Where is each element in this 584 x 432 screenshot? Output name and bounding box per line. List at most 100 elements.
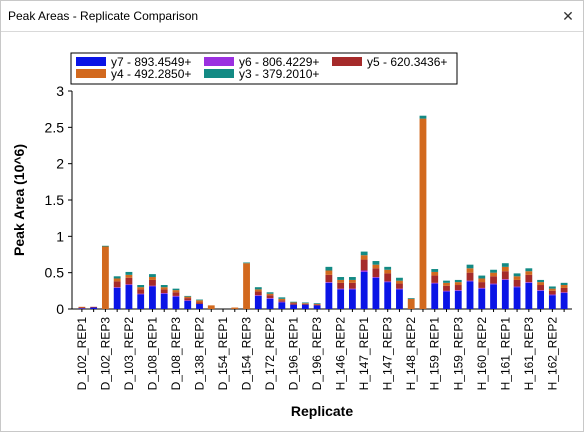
bar-y6 <box>490 283 497 285</box>
x-category-label: H_162_REP2 <box>545 317 559 391</box>
bar-y7 <box>160 293 168 309</box>
legend-box <box>70 52 458 85</box>
x-category-label: D_138_REP2 <box>193 317 207 391</box>
bar-y6 <box>348 288 356 290</box>
legend-label-y7: y7 - 893.4549+ <box>111 55 191 69</box>
bar-y7 <box>337 289 345 309</box>
bar-y4 <box>513 276 521 280</box>
bar-y4 <box>419 118 427 309</box>
legend-label-y6: y6 - 806.4229+ <box>239 55 319 69</box>
bar-y5 <box>325 274 333 283</box>
bar-y5 <box>290 303 298 305</box>
bar-y3 <box>419 115 427 119</box>
bar-y7 <box>301 304 309 309</box>
bar-y3 <box>478 275 486 279</box>
legend: y7 - 893.4549+ y6 - 806.4229+ y5 - 620.343… <box>70 52 458 85</box>
bar-y7 <box>184 301 192 309</box>
bar-y3 <box>560 282 568 286</box>
bar-y5 <box>454 285 462 291</box>
bar-y5 <box>301 303 309 305</box>
bar-y5 <box>313 304 321 306</box>
bar-y3 <box>548 286 556 289</box>
bar-y7 <box>372 277 380 309</box>
bar-y4 <box>231 307 239 309</box>
bar-y3 <box>325 266 333 271</box>
bar-y6 <box>384 281 392 283</box>
bar-y6 <box>113 287 121 288</box>
bar-y7 <box>443 291 450 309</box>
bar-y5 <box>149 279 156 286</box>
bar-y7 <box>90 307 98 309</box>
bar-y4 <box>337 279 345 283</box>
bar-y3 <box>243 262 250 264</box>
bar-y7 <box>325 282 333 309</box>
bar-y5 <box>90 306 98 308</box>
bar-y3 <box>184 295 192 297</box>
bar-y4 <box>348 279 356 283</box>
bar-y5 <box>372 268 380 278</box>
bar-y5 <box>348 282 356 289</box>
title-bar[interactable]: Peak Areas - Replicate Comparison ✕ <box>1 1 583 32</box>
bar-y5 <box>384 273 392 282</box>
bar-y5 <box>172 292 180 296</box>
bar-y3 <box>301 302 309 304</box>
bar-y4 <box>360 255 368 260</box>
x-category-label: H_148_REP2 <box>404 317 418 391</box>
bar-y7 <box>560 293 568 309</box>
bar-y4 <box>407 298 415 309</box>
bar-y3 <box>125 271 133 275</box>
bar-y4 <box>172 290 180 293</box>
bar-y3 <box>290 301 298 303</box>
bar-y5 <box>537 285 545 291</box>
y-tick-label: 2 <box>56 156 64 172</box>
bar-y5 <box>196 302 203 304</box>
x-category-label: D_108_REP1 <box>145 317 159 391</box>
bar-y6 <box>431 282 439 284</box>
x-category-label: H_160_REP2 <box>475 317 489 391</box>
bar-y5 <box>337 282 345 289</box>
x-category-label: D_154_REP3 <box>240 317 254 391</box>
x-category-label: H_161_REP1 <box>498 317 512 391</box>
bar-y3 <box>537 279 545 283</box>
bar-y4 <box>454 282 462 286</box>
bar-y3 <box>443 280 450 283</box>
bar-y6 <box>396 288 403 290</box>
y-tick-label: 1 <box>56 228 64 244</box>
bar-y6 <box>443 290 450 292</box>
bar-y7 <box>278 302 286 309</box>
bar-y3 <box>396 277 403 281</box>
bar-y4 <box>290 302 298 304</box>
bar-y4 <box>372 264 380 269</box>
y-tick-label: 1.5 <box>45 192 65 208</box>
bar-y6 <box>278 301 286 303</box>
x-category-label: H_161_REP3 <box>522 317 536 391</box>
bar-y5 <box>478 282 486 288</box>
bar-y5 <box>78 307 86 309</box>
bar-y3 <box>149 274 156 278</box>
bar-y6 <box>513 286 521 288</box>
bar-y6 <box>325 282 333 283</box>
bar-y6 <box>466 280 474 282</box>
bar-y6 <box>184 300 192 302</box>
bar-y6 <box>525 282 533 283</box>
x-category-label: H_159_REP3 <box>451 317 465 391</box>
bar-y3 <box>337 277 345 280</box>
bar-y4 <box>431 271 439 276</box>
bar-y7 <box>396 289 403 309</box>
bar-y3 <box>266 292 274 294</box>
bar-y3 <box>360 251 368 256</box>
bar-y4 <box>560 285 568 288</box>
y-tick-label: 3 <box>56 83 64 99</box>
x-category-label: D_102_REP1 <box>75 317 89 391</box>
bar-y4 <box>384 269 392 274</box>
bar-y3 <box>384 266 392 270</box>
close-button[interactable]: ✕ <box>553 1 583 31</box>
bar-y4 <box>301 303 309 304</box>
x-category-label: D_196_REP3 <box>310 317 324 391</box>
legend-swatch-y5 <box>332 57 362 66</box>
bar-y5 <box>466 272 474 281</box>
x-category-label: H_159_REP1 <box>428 317 442 391</box>
bar-y6 <box>372 277 380 278</box>
y-tick-label: 2.5 <box>45 119 65 135</box>
legend-swatch-y7 <box>76 57 106 66</box>
